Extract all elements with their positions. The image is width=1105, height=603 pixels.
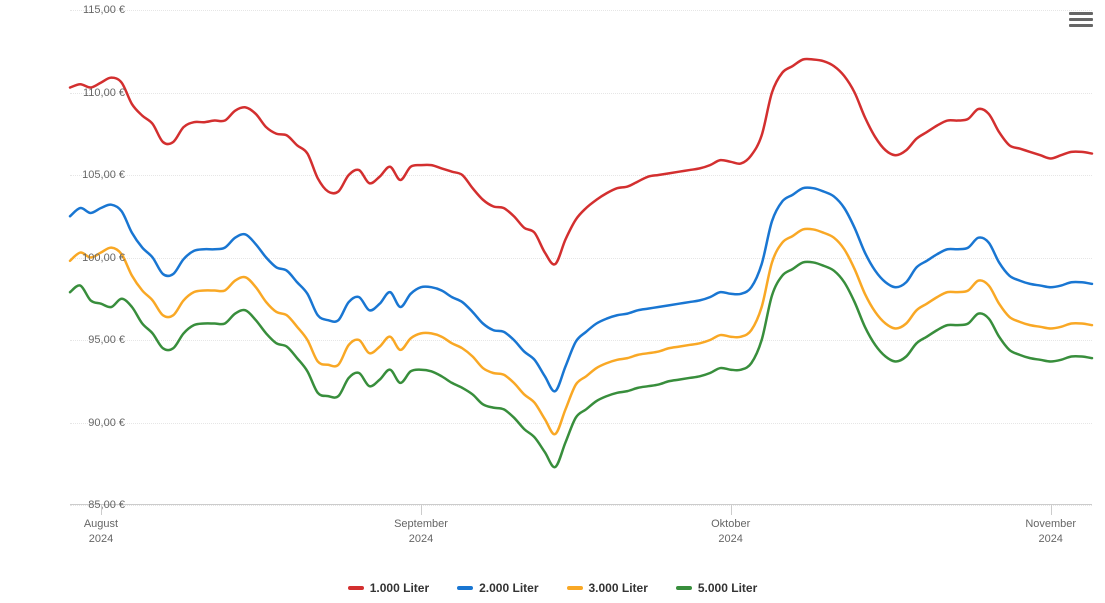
legend-item[interactable]: 5.000 Liter <box>676 581 757 595</box>
legend-label: 1.000 Liter <box>370 581 429 595</box>
chart-lines <box>70 10 1092 505</box>
legend-label: 2.000 Liter <box>479 581 538 595</box>
legend-label: 3.000 Liter <box>589 581 648 595</box>
legend-swatch <box>567 586 583 590</box>
series-1.000-Liter <box>70 59 1092 265</box>
x-axis-tick <box>101 505 102 515</box>
y-axis-label: 105,00 € <box>70 169 125 181</box>
y-axis-label: 95,00 € <box>70 334 125 346</box>
x-axis-tick <box>421 505 422 515</box>
legend-item[interactable]: 2.000 Liter <box>457 581 538 595</box>
legend-swatch <box>348 586 364 590</box>
x-axis-label: September2024 <box>394 517 448 547</box>
legend-swatch <box>676 586 692 590</box>
x-axis-label: Oktober2024 <box>711 517 750 547</box>
price-chart: 85,00 € 90,00 € 95,00 € 100,00 € 105,00 € 110… <box>0 0 1105 603</box>
y-axis-label: 90,00 € <box>70 417 125 429</box>
y-axis-label: 85,00 € <box>70 499 125 511</box>
x-axis-label: August2024 <box>84 517 118 547</box>
series-5.000-Liter <box>70 262 1092 467</box>
legend-item[interactable]: 3.000 Liter <box>567 581 648 595</box>
legend-swatch <box>457 586 473 590</box>
x-axis-tick <box>1051 505 1052 515</box>
x-axis-label: November2024 <box>1025 517 1076 547</box>
legend-label: 5.000 Liter <box>698 581 757 595</box>
legend: 1.000 Liter 2.000 Liter 3.000 Liter 5.000 L… <box>0 581 1105 595</box>
gridline <box>70 505 1092 506</box>
series-3.000-Liter <box>70 229 1092 434</box>
y-axis-label: 115,00 € <box>70 4 125 16</box>
series-2.000-Liter <box>70 188 1092 392</box>
y-axis-label: 100,00 € <box>70 252 125 264</box>
y-axis-label: 110,00 € <box>70 87 125 99</box>
plot-area <box>70 10 1092 505</box>
legend-item[interactable]: 1.000 Liter <box>348 581 429 595</box>
x-axis-tick <box>731 505 732 515</box>
